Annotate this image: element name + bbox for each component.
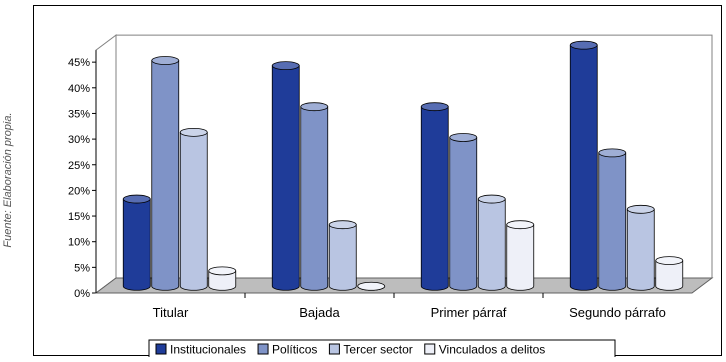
bar-top bbox=[328, 220, 357, 230]
chart-floor bbox=[94, 277, 714, 294]
y-tick-label: 45% bbox=[68, 57, 90, 69]
y-tick-label: 35% bbox=[68, 108, 90, 120]
legend-item: Políticos bbox=[257, 343, 317, 357]
bar-body bbox=[598, 152, 627, 291]
category-label: Titular bbox=[153, 305, 189, 320]
y-tick-label: 25% bbox=[68, 160, 90, 172]
bar-top bbox=[420, 102, 449, 112]
side-wall bbox=[95, 34, 117, 294]
category-label: Segundo párrafo bbox=[569, 305, 666, 320]
bars bbox=[122, 40, 684, 291]
bar bbox=[655, 256, 684, 291]
bar-top bbox=[477, 194, 506, 204]
bar-body bbox=[151, 60, 180, 291]
bar-top bbox=[151, 56, 180, 65]
bar-body bbox=[208, 270, 237, 291]
bar-top bbox=[300, 102, 329, 112]
bar-body bbox=[179, 131, 208, 291]
legend-label: Políticos bbox=[272, 343, 317, 357]
bar-top bbox=[506, 220, 535, 230]
bar bbox=[328, 220, 357, 291]
y-tick-label: 15% bbox=[68, 211, 90, 223]
legend-swatch bbox=[424, 343, 436, 355]
y-tick-label: 20% bbox=[68, 185, 90, 197]
legend-item: Tercer sector bbox=[328, 343, 413, 357]
bar-top bbox=[357, 281, 386, 291]
y-tick-label: 10% bbox=[68, 237, 90, 249]
legend-swatch bbox=[328, 343, 340, 355]
bar-body bbox=[328, 224, 357, 291]
bar bbox=[569, 40, 598, 291]
y-tick-label: 0% bbox=[74, 288, 90, 300]
bar bbox=[122, 194, 151, 291]
axis-labels: 0% 5% 10% 15% 20% 25% 30% 35% 40% 45% Titular Bajad… bbox=[68, 57, 666, 320]
bar bbox=[449, 133, 478, 291]
bar-top bbox=[179, 127, 208, 137]
bar-body bbox=[477, 198, 506, 291]
bar bbox=[477, 194, 506, 291]
chart-frame: 0% 5% 10% 15% 20% 25% 30% 35% 40% 45% Titular Bajad… bbox=[33, 5, 722, 359]
bar-body bbox=[300, 106, 329, 291]
bar bbox=[300, 102, 329, 291]
bar bbox=[357, 281, 386, 291]
bar bbox=[179, 127, 208, 291]
bar-body bbox=[122, 198, 151, 291]
bar-body bbox=[626, 208, 655, 291]
y-tick-label: 30% bbox=[68, 134, 90, 146]
y-tick-label: 5% bbox=[74, 262, 90, 274]
legend-swatch bbox=[257, 343, 269, 355]
bar-top bbox=[122, 194, 151, 204]
legend-item: Vinculados a delitos bbox=[424, 343, 546, 357]
legend: Institucionales Políticos Tercer sector Vin… bbox=[148, 339, 616, 359]
source-note: Fuente: Elaboración propia. bbox=[2, 112, 14, 248]
y-tick-label: 40% bbox=[68, 83, 90, 95]
bar-body bbox=[506, 224, 535, 291]
bar-top bbox=[569, 40, 598, 50]
legend-label: Institucionales bbox=[170, 343, 246, 357]
bar bbox=[208, 266, 237, 291]
legend-swatch bbox=[155, 343, 167, 355]
bar-top bbox=[208, 266, 237, 276]
bar-body bbox=[271, 65, 300, 291]
bar bbox=[626, 204, 655, 291]
bar bbox=[151, 56, 180, 291]
category-label: Primer párraf bbox=[431, 305, 507, 320]
bar-body bbox=[449, 137, 478, 291]
bar-top bbox=[271, 61, 300, 71]
bar-body bbox=[420, 106, 449, 291]
category-label: Bajada bbox=[299, 305, 340, 320]
bar-body bbox=[655, 260, 684, 291]
bar-top bbox=[626, 204, 655, 214]
bar-top bbox=[449, 133, 478, 142]
bar bbox=[598, 148, 627, 291]
bar-body bbox=[569, 44, 598, 291]
bar-top bbox=[598, 148, 627, 158]
bar bbox=[506, 220, 535, 291]
bar bbox=[271, 61, 300, 291]
legend-label: Vinculados a delitos bbox=[439, 343, 546, 357]
legend-label: Tercer sector bbox=[343, 343, 412, 357]
bar-chart: 0% 5% 10% 15% 20% 25% 30% 35% 40% 45% Titular Bajad… bbox=[68, 34, 714, 359]
bar-top bbox=[655, 256, 684, 266]
bar bbox=[420, 102, 449, 291]
legend-item: Institucionales bbox=[155, 343, 246, 357]
